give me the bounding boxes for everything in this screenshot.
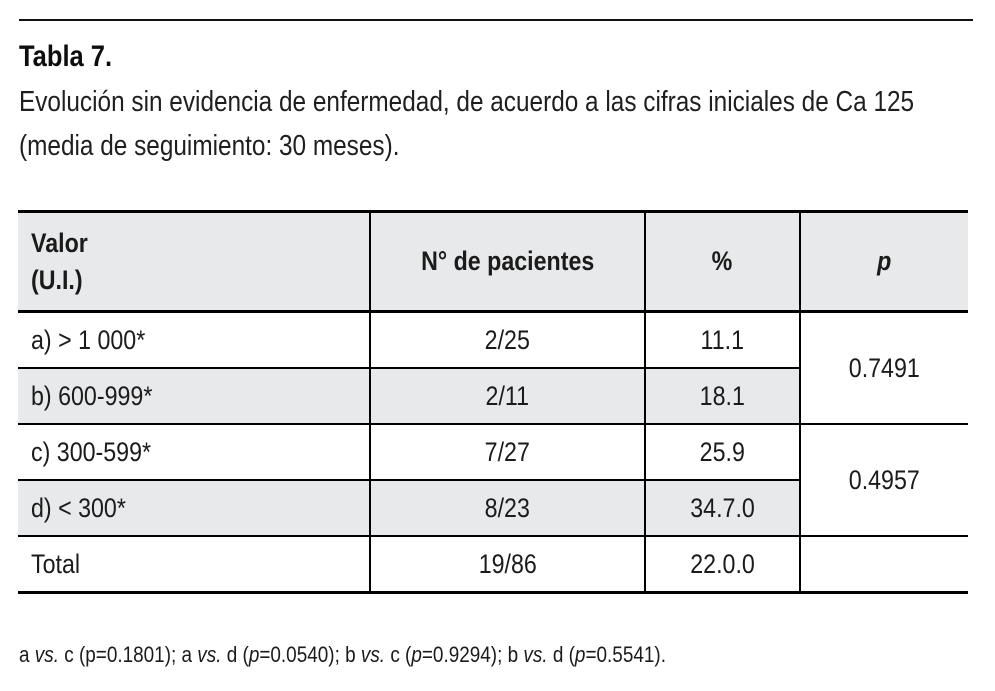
footnote: a vs. c (p=0.1801); a vs. d (p=0.0540); … — [19, 642, 666, 668]
footnote-segment: c (p=0.1801); a — [58, 642, 198, 667]
table-row-total: Total 19/86 22.0.0 — [18, 536, 968, 593]
table-row-b: b) 600-999* 2/11 18.1 — [18, 368, 968, 425]
footnote-segment: c ( — [385, 642, 412, 667]
footnote-segment: =0.9294); b — [421, 642, 524, 667]
footnote-segment: vs. — [197, 642, 222, 667]
top-divider-rule — [19, 19, 973, 21]
footnote-segment: vs. — [523, 642, 548, 667]
row-total-pacientes: 19/86 — [369, 536, 645, 593]
table-row-d: d) < 300* 8/23 34.7.0 — [18, 480, 968, 537]
footnote-segment: =0.5541). — [585, 642, 666, 667]
row-b-pacientes: 2/11 — [369, 368, 645, 425]
table-caption: Evolución sin evidencia de enfermedad, d… — [19, 86, 915, 162]
row-b-percent: 18.1 — [644, 368, 800, 425]
row-a-percent: 11.1 — [644, 311, 800, 369]
data-table: Valor (U.I.) N° de pacientes % p a) > 1 … — [18, 210, 968, 594]
row-total-label: Total — [18, 536, 370, 593]
row-total-percent: 22.0.0 — [644, 536, 800, 593]
header-row: Valor (U.I.) N° de pacientes % p — [18, 211, 968, 313]
header-n-pacientes: N° de pacientes — [369, 211, 645, 313]
footnote-segment: p — [411, 642, 422, 667]
footnote-segment: d ( — [547, 642, 575, 667]
page-title: Tabla 7. — [19, 40, 113, 73]
footnote-segment: vs. — [360, 642, 386, 667]
p-value-rows-cd: 0.4957 — [799, 424, 968, 537]
footnote-segment: =0.0540); b — [259, 642, 361, 667]
table-row-a: a) > 1 000* 2/25 11.1 0.7491 — [18, 311, 968, 425]
footnote-segment: p — [248, 642, 260, 667]
footnote-segment: p — [574, 642, 586, 667]
header-percent: % — [644, 211, 800, 313]
row-d-label: d) < 300* — [18, 480, 370, 537]
footnote-segment: vs. — [34, 642, 59, 667]
p-value-total-empty — [799, 536, 968, 593]
row-a-label: a) > 1 000* — [18, 311, 370, 369]
row-b-label: b) 600-999* — [18, 368, 370, 425]
table-row-c: c) 300-599* 7/27 25.9 0.4957 — [18, 424, 968, 537]
row-c-percent: 25.9 — [644, 424, 800, 481]
row-d-pacientes: 8/23 — [369, 480, 645, 537]
row-c-pacientes: 7/27 — [369, 424, 645, 481]
row-c-label: c) 300-599* — [18, 424, 370, 481]
row-d-percent: 34.7.0 — [644, 480, 800, 537]
footnote-segment: d ( — [221, 642, 249, 667]
header-p: p — [799, 211, 968, 313]
row-a-pacientes: 2/25 — [369, 311, 645, 369]
footnote-segment: a — [19, 642, 35, 667]
p-value-rows-ab: 0.7491 — [799, 311, 968, 425]
header-valor: Valor (U.I.) — [18, 211, 370, 313]
